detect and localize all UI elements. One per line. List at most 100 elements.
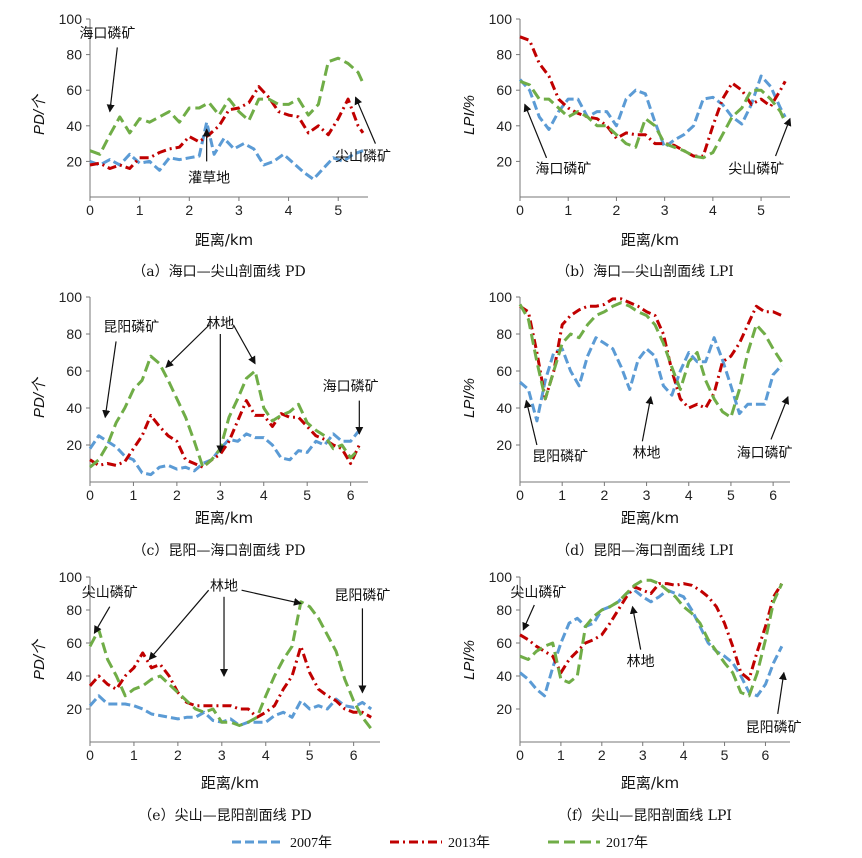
panel-4: 0 1 2 3 4 5 6 20 40 60 80 100 昆阳磷矿 林地 海口磷矿 LPI/% 距离/km （d… [461, 289, 793, 559]
panel-6-caption: （f）尖山—昆阳剖面线 LPI [558, 808, 732, 824]
panel-5-y-tick-label: 80 [66, 602, 82, 618]
panel-6-annotation-label: 昆阳磷矿 [746, 720, 802, 736]
panel-1-x-tick-label: 4 [285, 202, 293, 218]
panel-5-series-2017 [88, 600, 373, 730]
panel-1-y-tick-label: 40 [66, 118, 82, 134]
panel-3-y-tick-label: 80 [66, 326, 82, 342]
panel-5-caption: （e）尖山—昆阳剖面线 PD [138, 808, 311, 824]
legend-label-2007: 2007年 [290, 835, 332, 851]
panel-1-y-tick-label: 60 [66, 82, 82, 98]
panel-2-annotation-arrow [774, 117, 792, 157]
panel-2-annotation-label: 尖山磷矿 [728, 162, 784, 178]
panel-5-x-tick-label: 4 [262, 747, 270, 763]
panel-6-annotation-arrow [777, 671, 787, 715]
panel-1-x-tick-label: 1 [136, 202, 144, 218]
panel-1-x-tick-label: 0 [86, 202, 94, 218]
panel-6-annotation-arrow [522, 604, 535, 631]
panel-3-y-tick-label: 60 [66, 363, 82, 379]
panel-2-y-tick-label: 80 [496, 47, 512, 63]
panel-4-y-tick-label: 100 [489, 289, 513, 305]
panel-2-y-tick-label: 20 [496, 153, 512, 169]
panel-6-y-tick-label: 100 [489, 569, 513, 585]
panel-1-x-tick-label: 3 [235, 202, 243, 218]
panel-2-x-tick-label: 2 [613, 202, 621, 218]
panel-6-series-2007 [519, 588, 784, 698]
panel-1-y-axis-title: PD/个 [31, 93, 48, 135]
panel-2-x-tick-label: 5 [757, 202, 765, 218]
panel-3-annotation-arrow [165, 324, 210, 368]
panel-4-series-2007 [519, 336, 783, 423]
panel-2-x-tick-label: 3 [661, 202, 669, 218]
panel-3-y-axis-title: PD/个 [31, 376, 48, 418]
panel-1-caption: （a）海口—尖山剖面线 PD [132, 264, 305, 280]
panel-1-series-2017 [89, 56, 365, 156]
panel-4-y-tick-label: 60 [496, 363, 512, 379]
panel-4-x-tick-label: 4 [685, 487, 693, 503]
legend-label-2017: 2017年 [606, 835, 648, 851]
panel-2-x-tick-label: 1 [564, 202, 572, 218]
panel-2-annotation-label: 海口磷矿 [535, 162, 591, 178]
panel-3-x-tick-label: 2 [173, 487, 181, 503]
panel-5-annotation-arrow [241, 589, 302, 606]
panel-4-annotation-arrow [641, 395, 654, 442]
panel-2-caption: （b）海口—尖山剖面线 LPI [556, 264, 734, 280]
panel-6-x-tick-label: 2 [598, 747, 606, 763]
panel-3-series-2017 [89, 354, 361, 469]
panel-6-annotation-label: 尖山磷矿 [510, 585, 566, 601]
panel-5-x-tick-label: 1 [130, 747, 138, 763]
panel-6-x-axis-title: 距离/km [621, 774, 679, 792]
panel-2-y-tick-label: 40 [496, 118, 512, 134]
panel-5-series-2007 [88, 694, 373, 727]
panel-4-annotation-label: 昆阳磷矿 [532, 449, 588, 465]
panel-2: 0 1 2 3 4 5 20 40 60 80 100 海口磷矿 尖山磷矿 LPI/% 距离/km （b）海口… [461, 11, 792, 280]
panel-3-annotation-arrow [102, 341, 117, 419]
panel-4-x-tick-label: 6 [769, 487, 777, 503]
panel-1-annotation-label: 尖山磷矿 [335, 149, 391, 165]
panel-6-x-tick-label: 4 [680, 747, 688, 763]
panel-4-annotation-label: 林地 [633, 445, 661, 461]
panel-2-y-axis-title: LPI/% [461, 95, 478, 135]
panel-5-y-tick-label: 60 [66, 635, 82, 651]
panel-4-annotation-label: 海口磷矿 [737, 445, 793, 461]
panel-3-series-2007 [88, 429, 361, 477]
panel-2-series-2013 [519, 35, 787, 158]
panel-3-x-tick-label: 5 [303, 487, 311, 503]
panel-2-series-2007 [518, 74, 787, 149]
panel-3-caption: （c）昆阳—海口剖面线 PD [133, 543, 306, 559]
panel-3-annotation-arrow [232, 324, 256, 365]
panel-1-series-2013 [89, 85, 365, 170]
panel-6-x-tick-label: 3 [639, 747, 647, 763]
panel-4-y-tick-label: 40 [496, 400, 512, 416]
panel-6-x-tick-label: 5 [721, 747, 729, 763]
panel-1-y-tick-label: 100 [59, 11, 83, 27]
panel-1-x-tick-label: 5 [334, 202, 342, 218]
panel-3-x-tick-label: 0 [86, 487, 94, 503]
panel-1-y-tick-label: 20 [66, 153, 82, 169]
panel-4-annotation-arrow [524, 399, 538, 446]
panel-2-annotation-arrow [523, 103, 548, 159]
panel-3-annotation-label: 林地 [206, 316, 234, 332]
panels-layer: 0 1 2 3 4 520406080100海口磷矿灌草地尖山磷矿PD/个距离/km（a）… [31, 11, 802, 824]
panel-5-y-axis-title: PD/个 [31, 638, 48, 680]
panel-6-series-2013 [519, 582, 784, 681]
panel-1-annotation-label: 海口磷矿 [79, 26, 135, 42]
panel-2-y-tick-label: 100 [489, 11, 513, 27]
panel-3-annotation-label: 昆阳磷矿 [103, 320, 159, 336]
panel-3-annotation-label: 海口磷矿 [323, 379, 379, 395]
panel-1-y-tick-label: 80 [66, 47, 82, 63]
panel-4-y-axis-title: LPI/% [461, 378, 478, 418]
panel-3-y-tick-label: 20 [66, 437, 82, 453]
panel-5-y-tick-label: 100 [59, 569, 83, 585]
panel-5-y-tick-label: 40 [66, 668, 82, 684]
panel-6-y-tick-label: 20 [496, 701, 512, 717]
panel-4-x-axis-title: 距离/km [621, 509, 679, 527]
panel-3-y-tick-label: 40 [66, 400, 82, 416]
panel-4-y-tick-label: 80 [496, 326, 512, 342]
panel-2-x-axis-title: 距离/km [621, 231, 679, 249]
panel-5-x-tick-label: 2 [174, 747, 182, 763]
panel-4-series-2017 [518, 301, 783, 419]
panel-6-x-tick-label: 0 [516, 747, 524, 763]
